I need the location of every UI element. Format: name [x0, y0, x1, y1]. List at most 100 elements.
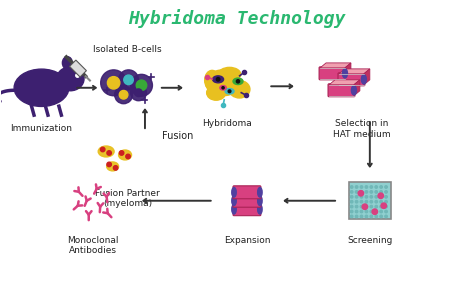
Ellipse shape	[258, 204, 262, 214]
Circle shape	[360, 205, 363, 208]
Circle shape	[375, 191, 377, 193]
Circle shape	[358, 191, 364, 196]
Ellipse shape	[351, 86, 356, 95]
Polygon shape	[354, 80, 360, 96]
Polygon shape	[320, 63, 351, 68]
Circle shape	[356, 201, 358, 203]
Circle shape	[370, 210, 373, 213]
Circle shape	[365, 215, 368, 218]
Circle shape	[370, 205, 373, 208]
Circle shape	[118, 70, 138, 90]
Circle shape	[124, 75, 133, 85]
Circle shape	[100, 147, 105, 152]
Polygon shape	[345, 63, 351, 79]
Ellipse shape	[14, 69, 69, 106]
Circle shape	[136, 80, 147, 91]
Ellipse shape	[229, 81, 250, 98]
Circle shape	[375, 205, 377, 208]
Circle shape	[375, 210, 377, 213]
Circle shape	[350, 210, 353, 213]
Ellipse shape	[57, 67, 84, 91]
Ellipse shape	[63, 57, 73, 69]
Circle shape	[100, 70, 127, 96]
Circle shape	[360, 210, 363, 213]
Circle shape	[385, 191, 387, 193]
Ellipse shape	[232, 187, 236, 197]
Circle shape	[378, 193, 383, 199]
FancyBboxPatch shape	[338, 73, 365, 86]
Circle shape	[350, 205, 353, 208]
Circle shape	[370, 186, 373, 188]
Ellipse shape	[118, 150, 131, 160]
Text: Isolated B-cells: Isolated B-cells	[93, 45, 162, 55]
Ellipse shape	[233, 78, 243, 85]
Circle shape	[350, 186, 353, 188]
Circle shape	[375, 196, 377, 198]
Polygon shape	[70, 60, 86, 77]
Ellipse shape	[107, 162, 118, 171]
Circle shape	[385, 210, 387, 213]
Circle shape	[356, 210, 358, 213]
Circle shape	[107, 151, 111, 155]
Circle shape	[365, 205, 368, 208]
Ellipse shape	[213, 76, 224, 83]
Circle shape	[350, 215, 353, 218]
Ellipse shape	[361, 75, 366, 84]
Circle shape	[370, 201, 373, 203]
Ellipse shape	[232, 204, 236, 214]
Circle shape	[222, 87, 224, 89]
Circle shape	[356, 205, 358, 208]
Circle shape	[380, 186, 383, 188]
Text: Selection in
HAT medium: Selection in HAT medium	[333, 119, 390, 139]
Circle shape	[365, 196, 368, 198]
Circle shape	[362, 204, 368, 209]
Circle shape	[360, 215, 363, 218]
Circle shape	[350, 191, 353, 193]
Circle shape	[350, 196, 353, 198]
FancyBboxPatch shape	[319, 67, 346, 80]
Circle shape	[360, 196, 363, 198]
Circle shape	[216, 78, 220, 81]
Circle shape	[356, 196, 358, 198]
Ellipse shape	[220, 86, 226, 90]
Circle shape	[360, 186, 363, 188]
Ellipse shape	[219, 67, 241, 81]
Ellipse shape	[343, 69, 347, 78]
Circle shape	[380, 191, 383, 193]
FancyBboxPatch shape	[233, 203, 261, 216]
Circle shape	[385, 186, 387, 188]
FancyBboxPatch shape	[328, 84, 355, 97]
Ellipse shape	[207, 85, 226, 100]
Text: Fusion Partner
(myeloma): Fusion Partner (myeloma)	[95, 189, 160, 208]
Text: Screening: Screening	[347, 236, 392, 245]
Circle shape	[370, 196, 373, 198]
Circle shape	[360, 201, 363, 203]
Circle shape	[365, 201, 368, 203]
Circle shape	[115, 86, 133, 104]
Text: Expansion: Expansion	[224, 236, 270, 245]
Circle shape	[385, 196, 387, 198]
Ellipse shape	[258, 196, 262, 206]
Ellipse shape	[205, 71, 219, 90]
Text: Hybridoma: Hybridoma	[202, 119, 252, 128]
Circle shape	[350, 201, 353, 203]
Text: Fusion: Fusion	[162, 131, 193, 141]
Ellipse shape	[232, 196, 236, 206]
Polygon shape	[329, 80, 360, 85]
Circle shape	[130, 85, 146, 101]
Circle shape	[119, 151, 124, 155]
Circle shape	[370, 191, 373, 193]
Circle shape	[365, 210, 368, 213]
Circle shape	[126, 154, 130, 159]
Circle shape	[107, 162, 111, 167]
Circle shape	[135, 89, 142, 96]
Circle shape	[356, 186, 358, 188]
Circle shape	[375, 186, 377, 188]
Circle shape	[375, 201, 377, 203]
Circle shape	[113, 166, 118, 170]
Text: Hybridoma Technology: Hybridoma Technology	[128, 9, 346, 28]
Bar	[349, 182, 391, 219]
Circle shape	[380, 201, 383, 203]
Ellipse shape	[98, 146, 114, 157]
Circle shape	[370, 215, 373, 218]
